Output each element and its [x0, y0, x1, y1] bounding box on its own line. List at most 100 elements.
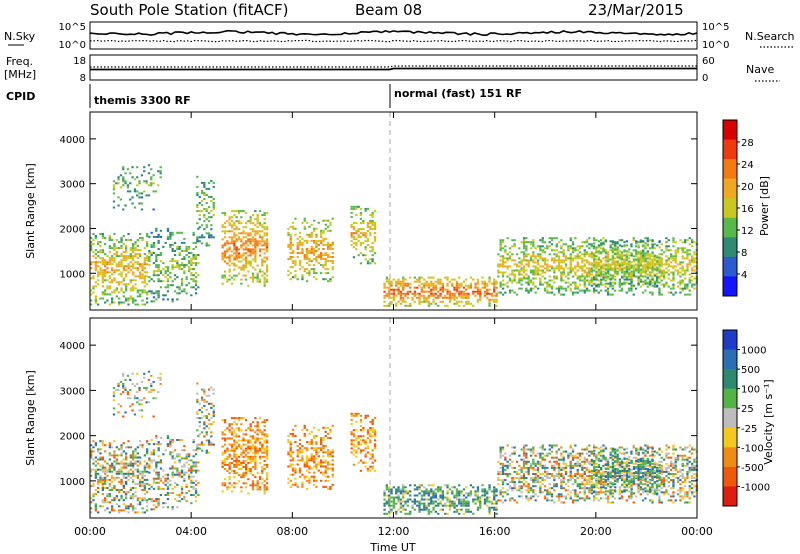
power-cell: [511, 271, 514, 274]
power-cell: [145, 194, 148, 197]
power-cell: [129, 297, 132, 300]
power-cell: [681, 289, 684, 292]
power-cell: [263, 228, 266, 231]
power-cell: [369, 246, 372, 249]
power-cell: [233, 210, 236, 213]
velocity-cell: [212, 421, 215, 424]
power-cell: [597, 291, 600, 294]
power-cell: [223, 230, 227, 233]
power-cell: [366, 224, 370, 226]
power-cell: [194, 282, 198, 285]
power-cell: [693, 287, 696, 290]
power-cell: [385, 276, 388, 279]
power-cell: [651, 251, 654, 254]
power-cell: [104, 301, 107, 304]
velocity-cell: [308, 479, 311, 482]
power-cell: [249, 222, 252, 225]
power-cell: [228, 278, 231, 281]
power-cell: [196, 192, 199, 194]
power-cell: [518, 287, 521, 290]
power-cell: [388, 304, 391, 307]
power-cell: [513, 243, 516, 246]
power-cell: [120, 237, 123, 239]
velocity-cell: [371, 461, 374, 464]
power-cell: [488, 276, 491, 279]
velocity-cell: [244, 453, 248, 456]
velocity-cell: [418, 500, 421, 503]
velocity-cell: [265, 457, 269, 460]
velocity-cell: [298, 443, 302, 446]
velocity-cell: [223, 439, 227, 442]
power-cell: [94, 261, 97, 264]
power-cell: [118, 283, 121, 286]
power-cell: [614, 244, 617, 247]
velocity-cell: [104, 460, 107, 463]
power-cell: [106, 255, 109, 258]
power-cell: [581, 275, 584, 278]
velocity-cell: [366, 451, 370, 454]
velocity-cell: [458, 484, 461, 487]
velocity-cell: [198, 402, 201, 405]
velocity-cell: [423, 492, 426, 495]
power-cell: [593, 242, 596, 245]
power-cell: [404, 282, 407, 285]
velocity-cell: [108, 478, 111, 481]
velocity-cell: [166, 445, 170, 448]
power-cell: [497, 271, 500, 274]
velocity-cell: [111, 462, 114, 465]
power-cell: [458, 300, 461, 303]
power-cell: [369, 234, 372, 237]
velocity-cell: [315, 485, 318, 488]
power-cell: [543, 257, 547, 260]
velocity-cell: [141, 446, 144, 449]
power-cell: [550, 257, 554, 260]
velocity-cell: [437, 502, 440, 505]
power-cell: [313, 241, 316, 244]
power-cell: [441, 284, 444, 287]
velocity-cell: [369, 427, 372, 429]
velocity-cell: [383, 504, 386, 507]
power-cell: [306, 268, 309, 271]
power-cell: [148, 290, 151, 293]
power-cell: [90, 245, 93, 247]
power-cell: [122, 291, 125, 294]
power-cell: [178, 252, 181, 254]
power-cell: [92, 233, 95, 235]
power-cell: [251, 250, 255, 253]
power-cell: [196, 175, 199, 178]
power-cell: [499, 285, 502, 288]
power-cell: [469, 276, 473, 279]
velocity-cell: [205, 417, 208, 420]
power-cell: [460, 296, 463, 299]
velocity-cell: [240, 463, 243, 466]
power-cell: [362, 242, 365, 245]
power-cell: [567, 277, 570, 280]
power-cell: [242, 274, 245, 277]
power-cell: [237, 220, 241, 223]
power-cell: [618, 269, 621, 272]
velocity-cell: [291, 463, 295, 466]
power-cell: [508, 247, 512, 250]
velocity-cell: [315, 451, 318, 454]
power-cell: [261, 262, 264, 265]
power-cell: [125, 247, 128, 250]
power-cell: [534, 265, 537, 268]
power-cell: [129, 265, 132, 268]
power-cell: [310, 223, 313, 226]
power-cell: [576, 277, 579, 280]
velocity-cell: [157, 443, 160, 446]
velocity-cell: [251, 429, 255, 432]
power-cell: [632, 260, 636, 263]
power-cell: [329, 280, 332, 283]
velocity-cell: [258, 447, 262, 450]
power-cell: [350, 215, 353, 218]
power-cell: [350, 207, 353, 210]
power-cell: [228, 216, 231, 219]
velocity-cell: [108, 489, 111, 491]
power-cell: [571, 257, 575, 260]
power-cell: [183, 272, 186, 275]
power-cell: [145, 182, 148, 185]
power-cell: [571, 281, 575, 284]
power-cell: [590, 264, 594, 267]
velocity-cell: [439, 508, 442, 511]
